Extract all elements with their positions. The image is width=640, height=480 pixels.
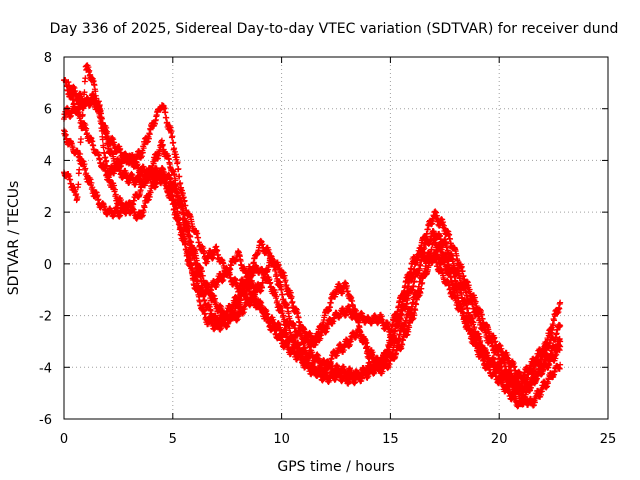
data-point — [76, 166, 83, 173]
data-point — [544, 380, 551, 387]
data-point — [298, 330, 305, 337]
data-point — [433, 212, 440, 219]
data-point — [289, 298, 296, 305]
data-point — [259, 307, 266, 314]
data-point — [212, 295, 219, 302]
data-point — [465, 282, 472, 289]
data-point — [403, 319, 410, 326]
data-points — [61, 62, 564, 410]
data-point — [102, 129, 109, 136]
data-point — [557, 361, 564, 368]
data-point — [343, 282, 350, 289]
data-point — [557, 322, 564, 329]
data-point — [178, 184, 185, 191]
data-point — [265, 318, 272, 325]
chart-title: Day 336 of 2025, Sidereal Day-to-day VTE… — [50, 21, 619, 37]
data-point — [61, 114, 68, 121]
data-point — [505, 355, 512, 362]
data-point — [138, 153, 145, 160]
data-point — [460, 272, 467, 279]
data-point — [146, 131, 153, 138]
data-point — [240, 309, 247, 316]
data-point — [428, 246, 435, 253]
data-point — [232, 277, 239, 284]
data-point — [504, 352, 511, 359]
data-point — [168, 128, 175, 135]
data-point — [169, 133, 176, 140]
data-point — [538, 388, 545, 395]
data-point — [176, 173, 183, 180]
data-point — [278, 286, 285, 293]
data-point — [84, 130, 91, 137]
data-point — [440, 219, 447, 226]
data-point — [497, 342, 504, 349]
data-point — [211, 292, 218, 299]
data-point — [201, 248, 208, 255]
data-point — [175, 165, 182, 172]
data-point — [277, 324, 284, 331]
data-point — [167, 124, 174, 131]
data-point — [170, 139, 177, 146]
data-point — [200, 245, 207, 252]
data-point — [252, 294, 259, 301]
data-point — [204, 258, 211, 265]
data-point — [498, 345, 505, 352]
data-point — [531, 399, 538, 406]
data-point — [110, 136, 117, 143]
data-point — [82, 122, 89, 129]
data-point — [259, 303, 266, 310]
data-point — [532, 395, 539, 402]
data-point — [469, 315, 476, 322]
data-point — [406, 279, 413, 286]
data-point — [470, 319, 477, 326]
data-point — [270, 316, 277, 323]
data-point — [174, 159, 181, 166]
data-point — [71, 84, 78, 91]
data-point — [557, 299, 564, 306]
data-point — [258, 299, 265, 306]
data-point — [265, 314, 272, 321]
data-point — [103, 134, 110, 141]
data-point — [140, 145, 147, 152]
data-point — [162, 109, 169, 116]
data-point — [265, 246, 272, 253]
data-point — [212, 299, 219, 306]
data-point — [279, 291, 286, 298]
data-point — [141, 166, 148, 173]
data-point — [464, 304, 471, 311]
data-point — [77, 136, 84, 143]
data-point — [72, 88, 79, 95]
data-point — [537, 391, 544, 398]
data-point — [440, 222, 447, 229]
data-point — [123, 169, 130, 176]
data-point — [309, 349, 316, 356]
data-point — [177, 180, 184, 187]
data-point — [465, 309, 472, 316]
data-point — [277, 281, 284, 288]
data-point — [173, 154, 180, 161]
data-point — [430, 217, 437, 224]
data-point — [171, 145, 178, 152]
data-point — [172, 151, 179, 158]
data-point — [433, 209, 440, 216]
data-point — [551, 317, 558, 324]
data-point — [133, 156, 140, 163]
data-point — [139, 149, 146, 156]
data-point — [145, 135, 152, 142]
data-point — [163, 114, 170, 121]
data-point — [471, 324, 478, 331]
data-point — [464, 279, 471, 286]
data-point — [471, 294, 478, 301]
data-point — [276, 321, 283, 328]
data-point — [241, 305, 248, 312]
data-point — [111, 139, 118, 146]
data-point — [466, 286, 473, 293]
